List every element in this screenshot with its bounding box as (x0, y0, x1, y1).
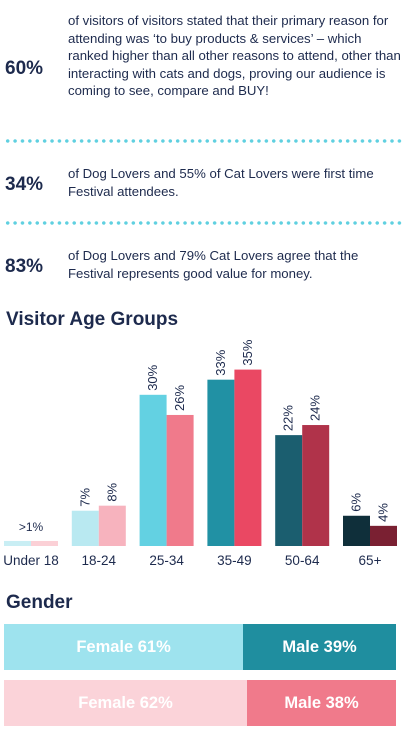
bar-under-18-s1 (4, 540, 31, 546)
bar-50-64-s1 (275, 435, 303, 546)
bar-50-64-s2 (302, 425, 330, 546)
bar-18-24-s1 (71, 510, 99, 546)
data-label: 33% (213, 349, 228, 375)
bar-65--s1 (343, 515, 370, 546)
data-label: 6% (349, 493, 364, 512)
stat-percent: 60% (5, 58, 44, 79)
segment-label: Male 38% (284, 693, 359, 712)
bar-18-24-s2 (98, 505, 126, 546)
category-label: 35-49 (217, 553, 252, 568)
segment-label: Female 62% (78, 693, 173, 712)
dotted-divider (4, 138, 404, 144)
data-label: 22% (281, 405, 296, 431)
stat-text: of Dog Lovers and 79% Cat Lovers agree t… (68, 248, 359, 281)
female-segment: Female 62% (4, 680, 248, 726)
segment-label: Female 61% (76, 637, 171, 656)
stat-block-3: 83% of Dog Lovers and 79% Cat Lovers agr… (0, 246, 408, 286)
stat-percent: 34% (5, 174, 44, 195)
bar-65--s2 (370, 525, 397, 546)
bar-25-34-s1 (139, 394, 167, 546)
bar-35-49-s1 (207, 379, 235, 546)
male-segment: Male 39% (243, 624, 396, 670)
stat-percent: 83% (5, 256, 44, 277)
stat-text: of Dog Lovers and 55% of Cat Lovers were… (68, 166, 374, 199)
stat-block-1: 60% of visitors of visitors stated that … (0, 10, 408, 122)
data-label: 8% (104, 482, 119, 501)
data-label: 30% (145, 364, 160, 390)
segment-label: Male 39% (282, 637, 357, 656)
chart-title: Visitor Age Groups (6, 309, 179, 330)
category-label: 50-64 (285, 553, 320, 568)
bar-under-18-s2 (31, 540, 58, 546)
data-label: 4% (376, 503, 391, 522)
data-label: 24% (308, 395, 323, 421)
category-label: 25-34 (149, 553, 184, 568)
stat-block-2: 34% of Dog Lovers and 55% of Cat Lovers … (0, 164, 408, 204)
stat-text: of visitors of visitors stated that thei… (68, 13, 401, 98)
male-segment: Male 38% (247, 680, 396, 726)
category-label: 65+ (359, 553, 382, 568)
female-segment: Female 61% (4, 624, 244, 670)
category-label: 18-24 (82, 553, 117, 568)
data-label: 35% (240, 339, 255, 365)
bar-35-49-s2 (234, 369, 262, 546)
data-label: >1% (19, 520, 44, 534)
age-group-bar-chart: >1% Under 18 7% 8% 18-24 30% 26% 25-34 33% 35% 35-… (3, 339, 397, 568)
bar-25-34-s2 (166, 414, 194, 546)
data-label: 7% (77, 487, 92, 506)
dotted-divider (4, 220, 404, 226)
gender-row-dog-lovers: Female 61% Male 39% (4, 624, 396, 670)
category-label: Under 18 (3, 553, 59, 568)
gender-title: Gender (6, 592, 73, 613)
gender-row-cat-lovers: Female 62% Male 38% (4, 680, 396, 726)
data-label: 26% (172, 385, 187, 411)
